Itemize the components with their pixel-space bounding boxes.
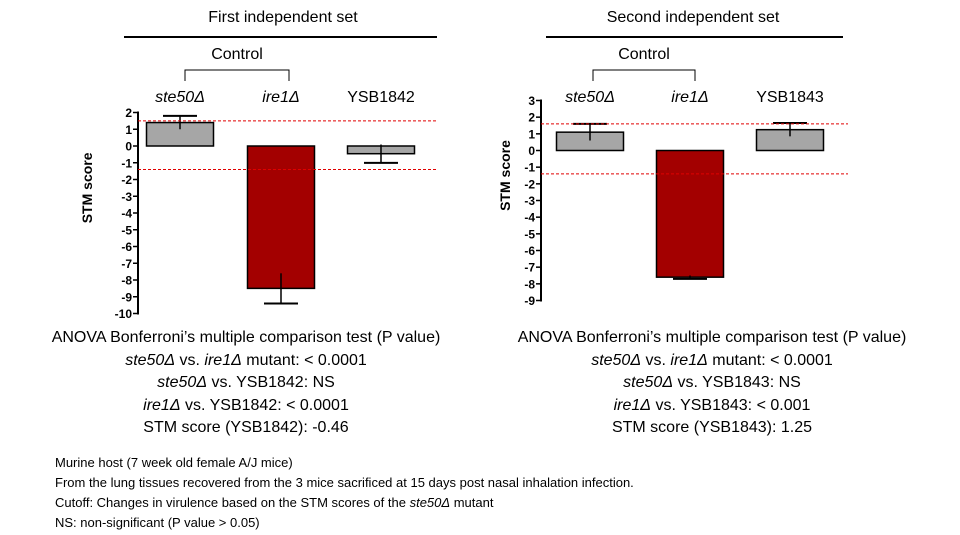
control-label: Control bbox=[211, 46, 263, 63]
control-bracket bbox=[592, 69, 696, 81]
footnote: Murine host (7 week old female A/J mice) bbox=[55, 455, 293, 470]
category-label: YSB1842 bbox=[347, 89, 415, 106]
stats-header: ANOVA Bonferroni’s multiple comparison t… bbox=[517, 329, 907, 346]
y-tick-label: -3 bbox=[524, 194, 535, 208]
y-tick-label: 0 bbox=[528, 144, 535, 158]
y-tick-label: -6 bbox=[121, 240, 132, 254]
footnote: From the lung tissues recovered from the… bbox=[55, 475, 634, 490]
y-axis-label: STM score bbox=[497, 140, 513, 211]
control-label: Control bbox=[618, 46, 670, 63]
y-tick-label: -9 bbox=[121, 290, 132, 304]
category-label: ste50Δ bbox=[565, 89, 615, 106]
y-tick-label: -9 bbox=[524, 294, 535, 308]
stats-line: STM score (YSB1843): 1.25 bbox=[611, 419, 813, 436]
y-axis-label: STM score bbox=[79, 152, 95, 223]
y-tick-label: -8 bbox=[524, 277, 535, 291]
stats-line: ste50Δ vs. ire1Δ mutant: < 0.0001 bbox=[125, 351, 367, 369]
y-tick-label: -5 bbox=[121, 223, 132, 237]
y-tick-label: 1 bbox=[528, 127, 535, 141]
category-label: ste50Δ bbox=[155, 89, 205, 106]
y-tick-label: -8 bbox=[121, 274, 132, 288]
control-bracket bbox=[184, 69, 290, 81]
chart-title: First independent set bbox=[208, 9, 358, 26]
y-tick-label: 2 bbox=[528, 111, 535, 125]
footnote: Cutoff: Changes in virulence based on th… bbox=[55, 495, 494, 510]
y-tick-label: -4 bbox=[524, 211, 535, 225]
bar bbox=[655, 149, 725, 278]
y-tick-label: -1 bbox=[524, 161, 535, 175]
y-tick-label: 1 bbox=[125, 123, 132, 137]
stats-line: ste50Δ vs. YSB1843: NS bbox=[623, 374, 801, 391]
y-tick-label: -10 bbox=[115, 307, 133, 321]
stats-line: ste50Δ vs. YSB1842: NS bbox=[157, 374, 335, 391]
y-tick-label: -4 bbox=[121, 207, 132, 221]
bar bbox=[246, 145, 316, 290]
stats-header: ANOVA Bonferroni’s multiple comparison t… bbox=[51, 329, 441, 346]
y-tick-label: -7 bbox=[524, 261, 535, 275]
footnotes: Murine host (7 week old female A/J mice)… bbox=[55, 453, 634, 533]
category-label: ire1Δ bbox=[671, 89, 708, 106]
y-tick-label: -7 bbox=[121, 257, 132, 271]
category-label: YSB1843 bbox=[756, 89, 824, 106]
chart-title: Second independent set bbox=[607, 9, 780, 26]
y-tick-label: -6 bbox=[524, 244, 535, 258]
y-tick-label: 3 bbox=[528, 94, 535, 108]
y-tick-label: -1 bbox=[121, 156, 132, 170]
y-tick-label: -3 bbox=[121, 190, 132, 204]
stats-panel-second: ANOVA Bonferroni’s multiple comparison t… bbox=[482, 327, 942, 440]
y-tick-label: -2 bbox=[524, 177, 535, 191]
footnote: NS: non-significant (P value > 0.05) bbox=[55, 515, 260, 530]
y-tick-label: 2 bbox=[125, 106, 132, 120]
stats-line: ire1Δ vs. YSB1843: < 0.001 bbox=[613, 396, 811, 414]
stats-line: STM score (YSB1842): -0.46 bbox=[143, 419, 349, 436]
stats-line: ste50Δ vs. ire1Δ mutant: < 0.0001 bbox=[591, 351, 833, 369]
stats-line: ire1Δ vs. YSB1842: < 0.0001 bbox=[143, 396, 349, 414]
y-tick-label: -5 bbox=[524, 227, 535, 241]
y-tick-label: 0 bbox=[125, 140, 132, 154]
stats-panel-first: ANOVA Bonferroni’s multiple comparison t… bbox=[16, 327, 476, 440]
category-label: ire1Δ bbox=[262, 89, 299, 106]
y-tick-label: -2 bbox=[121, 173, 132, 187]
